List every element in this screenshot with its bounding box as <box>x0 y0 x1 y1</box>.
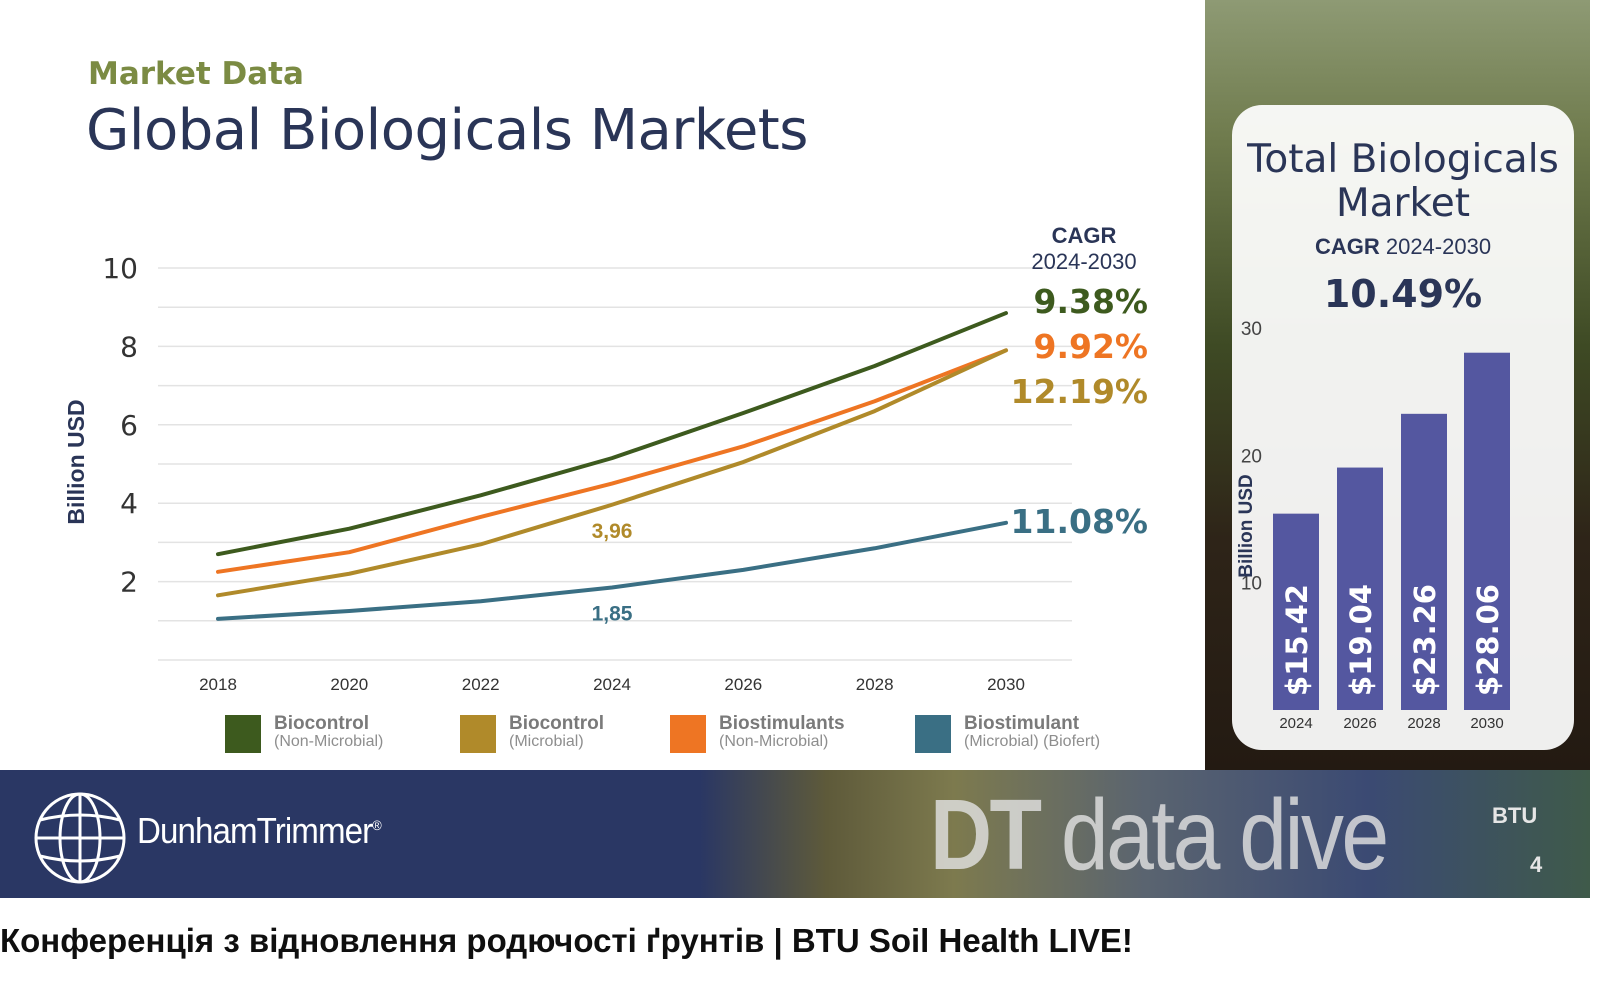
x-tick-label: 2018 <box>199 675 237 694</box>
bar <box>1273 513 1319 710</box>
legend-sub: (Non-Microbial) <box>719 733 829 750</box>
x-tick-label: 2028 <box>1407 715 1440 732</box>
legend-swatch <box>460 715 496 753</box>
legend-swatch <box>670 715 706 753</box>
globe-logo-icon <box>34 792 126 884</box>
legend-swatch <box>225 715 261 753</box>
x-tick-label: 2028 <box>856 675 894 694</box>
legend-item: Biostimulant (Microbial) (Biofert) <box>915 713 1101 753</box>
legend-name: Biocontrol <box>509 713 604 734</box>
y-tick-label: 6 <box>120 409 138 442</box>
cagr-label: CAGR <box>1314 234 1380 259</box>
total-market-title: Total Biologicals Market <box>1247 137 1559 226</box>
y-axis-label: Billion USD <box>1236 474 1257 577</box>
cagr-period: 2024-2030 <box>1385 234 1492 259</box>
series-line <box>216 348 1008 574</box>
cagr-value-label: 12.19% <box>1011 372 1148 411</box>
bar-value-label: $28.06 <box>1471 584 1505 696</box>
series-line <box>216 311 1008 557</box>
total-market-cagr-value: 10.49% <box>1323 272 1483 316</box>
brand-name: DunhamTrimmer <box>137 810 373 851</box>
legend-sub: (Non-Microbial) <box>274 733 384 750</box>
legend-name: Biocontrol <box>274 713 369 734</box>
y-tick-label: 20 <box>1241 446 1262 467</box>
legend-name: Biostimulant <box>964 713 1080 734</box>
y-tick-label: 10 <box>102 252 138 285</box>
x-tick-label: 2026 <box>724 675 762 694</box>
x-tick-label: 2022 <box>462 675 500 694</box>
data-dive-wordmark: DT data dive <box>930 778 1389 893</box>
legend-item: Biocontrol (Microbial) <box>460 713 604 753</box>
slide-number: 4 <box>1530 852 1543 877</box>
legend-sub: (Microbial) (Biofert) <box>964 733 1101 750</box>
line-chart: 2 4 6 8 10 2018 2020 2022 2024 2026 2028 2030 Billio… <box>63 223 1149 694</box>
x-tick-label: 2030 <box>987 675 1025 694</box>
slide-kicker: Market Data <box>88 56 304 92</box>
legend-item: Biocontrol (Non-Microbial) <box>225 713 384 753</box>
cagr-value-label: 11.08% <box>1011 502 1148 541</box>
cagr-header: CAGR <box>1052 223 1117 248</box>
slide-title: Global Biologicals Markets <box>86 98 808 163</box>
btu-label: BTU <box>1492 803 1538 828</box>
x-tick-label: 2024 <box>593 675 631 694</box>
brand-mark: ® <box>372 817 382 833</box>
branding-banner <box>0 770 1590 898</box>
series-line <box>216 348 1008 598</box>
series-line <box>216 520 1008 621</box>
bar <box>1337 467 1383 710</box>
chart-legend: Biocontrol (Non-Microbial) Biocontrol (Mic… <box>0 707 1190 777</box>
legend-swatch <box>915 715 951 753</box>
bar-value-label: $15.42 <box>1280 584 1314 696</box>
x-tick-label: 2030 <box>1470 715 1503 732</box>
video-title[interactable]: Конференція з відновлення родючості ґрун… <box>0 922 1133 959</box>
y-tick-label: 8 <box>120 330 138 363</box>
legend-sub: (Microbial) <box>509 733 584 750</box>
bar-value-label: $19.04 <box>1344 584 1378 696</box>
legend-name: Biostimulants <box>719 713 845 734</box>
cagr-period: 2024-2030 <box>1031 249 1136 274</box>
cagr-value-label: 9.92% <box>1034 327 1149 366</box>
y-tick-label: 4 <box>120 487 138 520</box>
brand-logo-text: DunhamTrimmer® <box>137 810 382 852</box>
bar <box>1401 413 1447 710</box>
x-tick-label: 2026 <box>1343 715 1376 732</box>
y-axis-label: Billion USD <box>63 399 89 524</box>
dive-wordmark: data dive <box>1060 779 1389 891</box>
dt-wordmark: DT <box>930 779 1042 891</box>
total-market-cagr: CAGR 2024-2030 <box>1232 234 1574 260</box>
y-tick-label: 2 <box>120 566 138 599</box>
x-tick-label: 2024 <box>1279 715 1312 732</box>
legend-item: Biostimulants (Non-Microbial) <box>670 713 845 753</box>
cagr-value-label: 9.38% <box>1034 282 1149 321</box>
x-tick-label: 2020 <box>330 675 368 694</box>
y-tick-label: 10 <box>1241 574 1262 595</box>
bar-value-label: $23.26 <box>1408 584 1442 696</box>
y-tick-label: 30 <box>1241 319 1262 340</box>
data-label: 3,96 <box>592 520 633 543</box>
data-label: 1,85 <box>592 602 633 625</box>
bar <box>1464 352 1510 710</box>
